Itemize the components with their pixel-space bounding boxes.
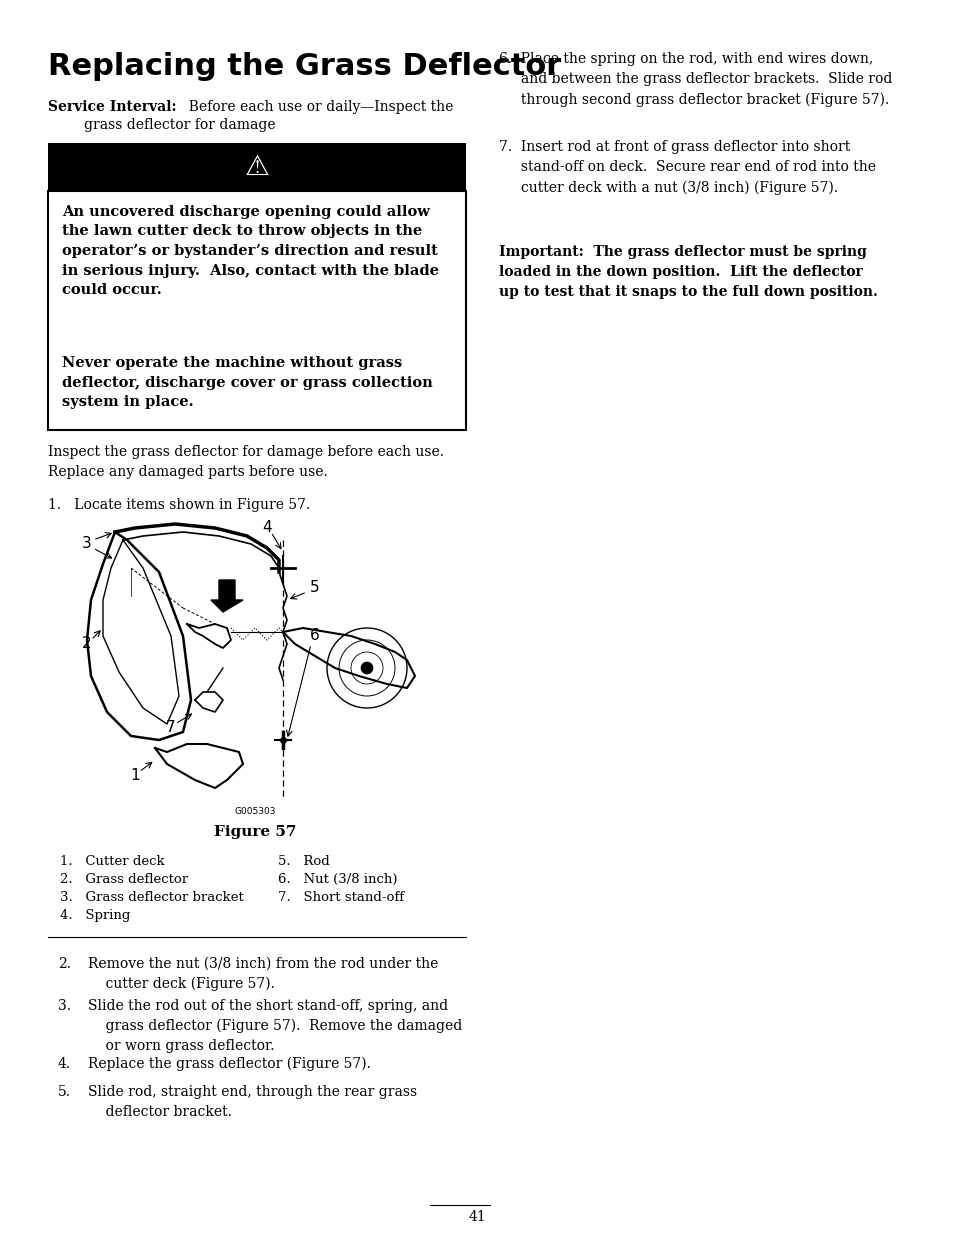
Text: An uncovered discharge opening could allow
the lawn cutter deck to throw objects: An uncovered discharge opening could all… (62, 205, 438, 296)
Text: 3.   Grass deflector bracket: 3. Grass deflector bracket (60, 890, 244, 904)
Text: 7.  Insert rod at front of grass deflector into short
     stand-off on deck.  S: 7. Insert rod at front of grass deflecto… (498, 140, 875, 195)
Text: 5.   Rod: 5. Rod (277, 855, 330, 868)
Text: Never operate the machine without grass
deflector, discharge cover or grass coll: Never operate the machine without grass … (62, 356, 433, 409)
Text: 6.  Place the spring on the rod, with end wires down,
     and between the grass: 6. Place the spring on the rod, with end… (498, 52, 891, 106)
Text: 7.   Short stand-off: 7. Short stand-off (277, 890, 404, 904)
Text: 1.   Locate items shown in Figure 57.: 1. Locate items shown in Figure 57. (48, 498, 310, 513)
Text: Remove the nut (3/8 inch) from the rod under the
    cutter deck (Figure 57).: Remove the nut (3/8 inch) from the rod u… (88, 957, 438, 990)
Text: Replace the grass deflector (Figure 57).: Replace the grass deflector (Figure 57). (88, 1057, 371, 1072)
Text: 3.: 3. (58, 999, 71, 1013)
Polygon shape (211, 580, 243, 613)
Text: Before each use or daily—Inspect the: Before each use or daily—Inspect the (180, 100, 453, 114)
Text: 4.   Spring: 4. Spring (60, 909, 131, 923)
Text: grass deflector for damage: grass deflector for damage (84, 119, 275, 132)
Text: Replacing the Grass Deflector: Replacing the Grass Deflector (48, 52, 560, 82)
Text: Slide the rod out of the short stand-off, spring, and
    grass deflector (Figur: Slide the rod out of the short stand-off… (88, 999, 462, 1052)
Text: 7: 7 (166, 720, 175, 736)
Text: 6.   Nut (3/8 inch): 6. Nut (3/8 inch) (277, 873, 397, 885)
Text: 2.: 2. (58, 957, 71, 971)
Bar (48, 143, 465, 191)
Text: 4: 4 (262, 520, 272, 536)
Text: 1.   Cutter deck: 1. Cutter deck (60, 855, 165, 868)
Text: Inspect the grass deflector for damage before each use.
Replace any damaged part: Inspect the grass deflector for damage b… (48, 445, 443, 479)
Text: Slide rod, straight end, through the rear grass
    deflector bracket.: Slide rod, straight end, through the rea… (88, 1086, 416, 1119)
Text: 5.: 5. (58, 1086, 71, 1099)
Text: Service Interval:: Service Interval: (48, 100, 176, 114)
Text: Figure 57: Figure 57 (213, 825, 296, 839)
Text: 4.: 4. (58, 1057, 71, 1071)
Text: G005303: G005303 (234, 806, 275, 816)
Text: 5: 5 (310, 580, 319, 595)
Text: 2: 2 (82, 636, 91, 652)
Text: 3: 3 (82, 536, 91, 552)
Text: 2.   Grass deflector: 2. Grass deflector (60, 873, 188, 885)
Bar (48, 191, 465, 430)
Text: 6: 6 (310, 629, 319, 643)
Circle shape (360, 662, 373, 674)
Text: 41: 41 (468, 1210, 485, 1224)
Text: Important:  The grass deflector must be spring
loaded in the down position.  Lif: Important: The grass deflector must be s… (498, 245, 877, 299)
Text: 1: 1 (130, 768, 140, 783)
Text: ⚠: ⚠ (244, 153, 269, 182)
